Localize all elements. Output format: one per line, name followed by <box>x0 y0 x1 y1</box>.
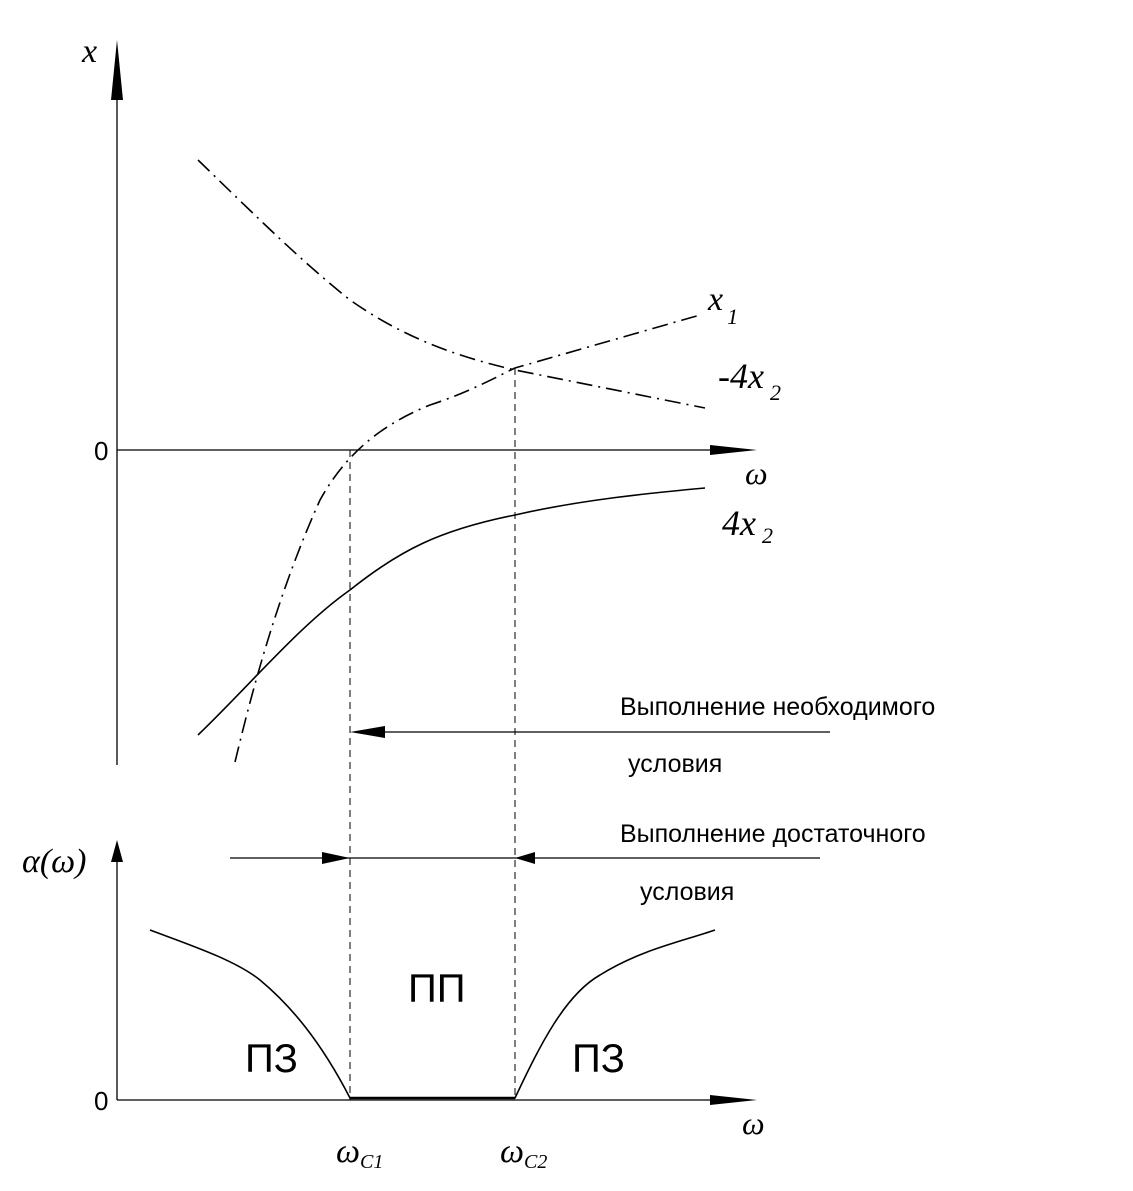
label-minus-4x2: -4x 2 <box>718 356 781 405</box>
upper-x-axis-arrow <box>710 445 757 455</box>
curve-4x2 <box>197 487 706 736</box>
lower-x-axis-arrow <box>710 1095 757 1105</box>
upper-x-axis-label: ω <box>745 455 768 491</box>
sufficient-text-2: условия <box>640 878 734 906</box>
necessary-arrowhead <box>350 726 385 738</box>
curve-x1 <box>234 314 701 763</box>
lower-y-axis-arrow <box>111 840 123 862</box>
curve-minus-4x2 <box>197 159 706 409</box>
region-passband: ПП <box>408 967 466 1011</box>
lower-origin-label: 0 <box>94 1086 108 1116</box>
upper-origin-label: 0 <box>94 436 108 466</box>
necessary-text-1: Выполнение необходимого <box>620 693 935 721</box>
sufficient-text-1: Выполнение достаточного <box>620 820 926 848</box>
region-stopband-right: ПЗ <box>572 1037 625 1081</box>
sufficient-arrowhead-left <box>322 852 350 864</box>
cutoff-label-c2: ωC2 <box>500 1133 547 1173</box>
sufficient-arrowhead-right <box>515 852 535 864</box>
upper-y-axis-label: x <box>81 33 97 70</box>
region-stopband-left: ПЗ <box>245 1037 298 1081</box>
lower-y-axis-label: α(ω) <box>22 843 87 880</box>
attenuation-curve <box>149 929 716 1099</box>
label-4x2: 4x 2 <box>722 503 773 548</box>
cutoff-label-c1: ωC1 <box>336 1133 383 1173</box>
lower-x-axis-label: ω <box>742 1105 765 1141</box>
upper-y-axis-arrow <box>111 40 123 100</box>
necessary-text-2: условия <box>628 750 722 778</box>
